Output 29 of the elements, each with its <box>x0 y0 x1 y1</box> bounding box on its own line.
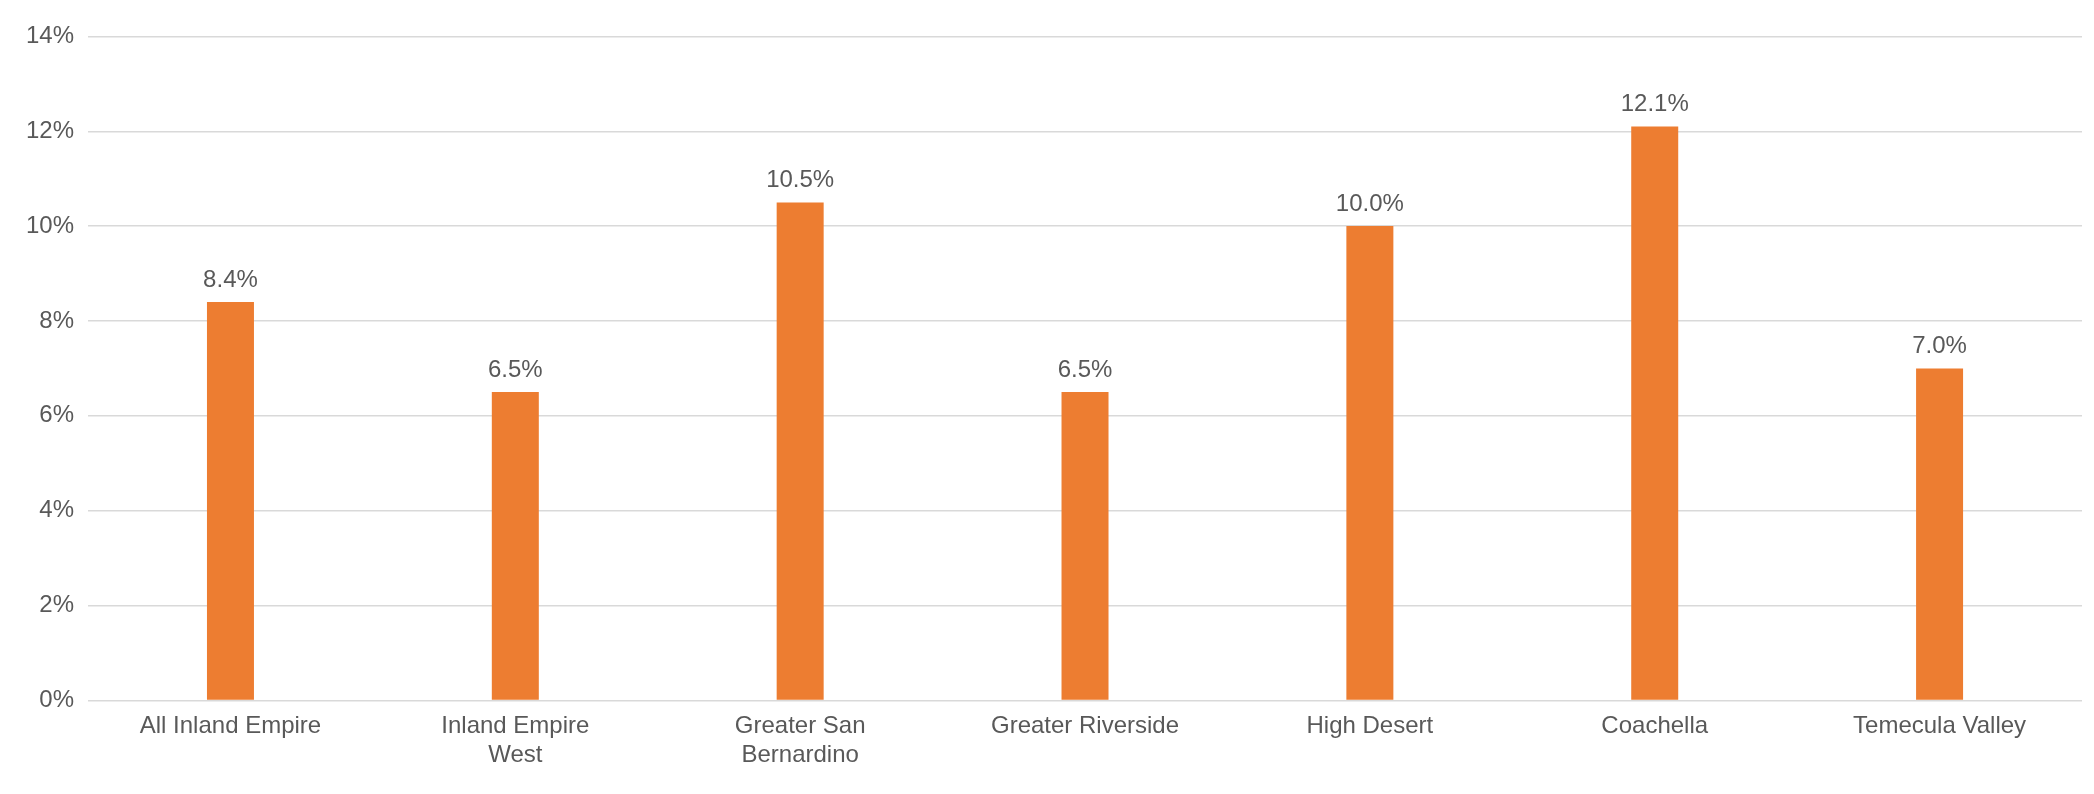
data-label: 6.5% <box>1057 354 1113 382</box>
bar <box>1916 368 1964 700</box>
y-tick-label: 0% <box>39 685 75 713</box>
data-label: 12.1% <box>1620 89 1689 117</box>
y-tick-label: 10% <box>25 210 75 238</box>
x-tick-label: Temecula Valley <box>1853 711 2027 739</box>
y-tick-label: 2% <box>39 590 75 618</box>
bar <box>1061 392 1109 700</box>
y-tick-label: 4% <box>39 495 75 523</box>
data-label: 10.5% <box>766 165 835 193</box>
x-tick-label: Greater Riverside <box>990 711 1180 739</box>
y-tick-label: 8% <box>39 305 75 333</box>
y-tick-label: 6% <box>39 400 75 428</box>
bar <box>206 302 254 700</box>
x-tick-label: Inland Empire West <box>441 711 590 768</box>
x-tick-label: Coachella <box>1601 711 1709 739</box>
bar <box>1346 226 1394 700</box>
bar <box>1631 126 1679 700</box>
x-tick-label: All Inland Empire <box>139 711 322 739</box>
x-tick-label: High Desert <box>1306 711 1434 739</box>
y-tick-label: 12% <box>25 115 75 143</box>
bar <box>776 202 824 700</box>
data-label: 8.4% <box>203 264 258 292</box>
bar <box>491 392 539 700</box>
data-label: 6.5% <box>487 354 543 382</box>
y-tick-label: 14% <box>25 21 75 49</box>
data-label: 7.0% <box>1912 331 1967 359</box>
x-tick-label: Greater San Bernardino <box>734 711 866 768</box>
data-label: 10.0% <box>1335 188 1404 216</box>
